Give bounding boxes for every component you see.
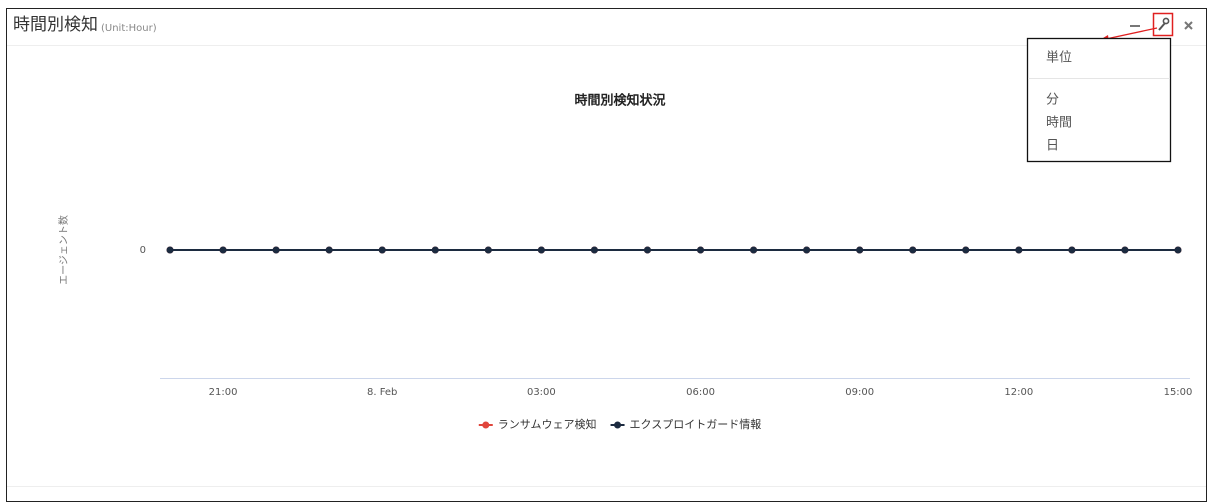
data-point bbox=[909, 246, 917, 254]
data-point bbox=[750, 246, 758, 254]
x-tick-label: 8. Feb bbox=[367, 387, 397, 398]
y-tick-label: 0 bbox=[140, 245, 146, 256]
data-point bbox=[697, 246, 705, 254]
panel-title: 時間別検知 bbox=[13, 15, 98, 35]
legend-symbol bbox=[482, 421, 490, 429]
data-point bbox=[219, 246, 227, 254]
data-point bbox=[537, 246, 545, 254]
x-tick-label: 06:00 bbox=[686, 387, 715, 398]
legend-label: エクスプロイトガード情報 bbox=[630, 418, 762, 431]
menu-item[interactable]: 時間 bbox=[1046, 116, 1072, 131]
data-point bbox=[166, 246, 174, 254]
legend-item: エクスプロイトガード情報 bbox=[610, 418, 762, 431]
data-point bbox=[484, 246, 492, 254]
legend-item: ランサムウェア検知 bbox=[478, 417, 597, 431]
data-point bbox=[643, 246, 651, 254]
menu-item[interactable]: 日 bbox=[1046, 139, 1059, 154]
data-point bbox=[1068, 246, 1076, 254]
settings-icon[interactable] bbox=[1158, 17, 1170, 31]
close-icon[interactable] bbox=[1184, 21, 1193, 30]
data-point bbox=[590, 246, 598, 254]
data-point bbox=[962, 246, 970, 254]
data-point bbox=[272, 246, 280, 254]
x-tick-label: 03:00 bbox=[527, 387, 556, 398]
data-point bbox=[378, 246, 386, 254]
legend: ランサムウェア検知 エクスプロイトガード情報 bbox=[478, 417, 762, 431]
y-axis-label: エージェント数 bbox=[57, 215, 70, 285]
data-point bbox=[803, 246, 811, 254]
data-point bbox=[431, 246, 439, 254]
menu-item[interactable]: 分 bbox=[1046, 93, 1059, 108]
x-tick-label: 12:00 bbox=[1004, 387, 1033, 398]
panel-frame bbox=[6, 8, 1207, 502]
x-tick-label: 21:00 bbox=[209, 387, 238, 398]
panel-unit: (Unit:Hour) bbox=[101, 23, 157, 34]
dropdown-menu bbox=[1026, 37, 1172, 163]
highlight-box bbox=[1152, 12, 1174, 37]
x-tick-label: 15:00 bbox=[1164, 387, 1193, 398]
data-point bbox=[1174, 246, 1182, 254]
data-point bbox=[325, 246, 333, 254]
data-point bbox=[1015, 246, 1023, 254]
legend-label: ランサムウェア検知 bbox=[498, 417, 597, 431]
data-point bbox=[856, 246, 864, 254]
x-tick-label: 09:00 bbox=[845, 387, 874, 398]
menu-header: 単位 bbox=[1046, 50, 1072, 66]
data-point bbox=[1121, 246, 1129, 254]
legend-symbol bbox=[614, 421, 622, 429]
chart-title: 時間別検知状況 bbox=[574, 93, 665, 109]
